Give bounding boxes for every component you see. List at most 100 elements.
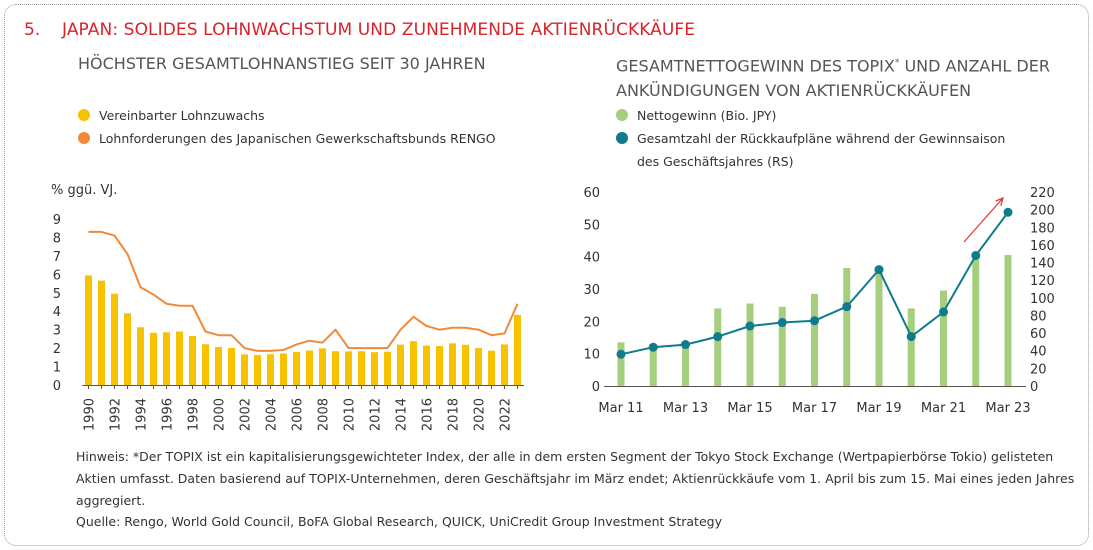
right-bar (682, 342, 689, 386)
right-bar (907, 308, 915, 386)
right-line-point (939, 307, 948, 317)
left-x-tick-label: 1990 (83, 398, 98, 431)
left-bar (215, 347, 222, 385)
figure-title: JAPAN: SOLIDES LOHNWACHSTUM UND ZUNEHMEN… (62, 20, 696, 40)
right-x-tick-label: Mar 23 (985, 401, 1030, 416)
left-y-tick-label: 2 (53, 342, 61, 357)
green-dot-icon (616, 109, 628, 121)
right-y-tick-label: 20 (583, 315, 600, 330)
left-bar (137, 327, 144, 385)
left-bar (280, 353, 287, 385)
left-bar (306, 350, 313, 385)
right-chart-title-part2: UND ANZAHL DER (899, 56, 1050, 76)
main-title: 5. JAPAN: SOLIDES LOHNWACHSTUM UND ZUNEHM… (24, 20, 695, 40)
right-line-point (971, 250, 981, 260)
left-x-tick-label: 2010 (343, 398, 358, 431)
legend-label-buybacks-line1: Gesamtzahl der Rückkaufpläne während der… (637, 131, 1006, 146)
right-line-point (874, 265, 884, 275)
right-y-tick-label: 60 (583, 186, 600, 201)
right-y2-tick-label: 160 (1030, 239, 1055, 254)
right-line-point (616, 349, 626, 359)
left-x-tick-label: 2014 (395, 398, 410, 431)
right-y2-tick-label: 180 (1030, 221, 1055, 236)
left-bar (332, 351, 339, 385)
right-y-tick-label: 10 (583, 348, 600, 363)
left-bar (293, 351, 300, 385)
left-bar (514, 314, 521, 385)
left-line-series (88, 230, 519, 352)
left-x-tick-label: 2020 (473, 398, 488, 431)
right-x-tick-label: Mar 13 (663, 401, 708, 416)
legend-label-net-profit: Nettogewinn (Bio. JPY) (637, 108, 777, 123)
left-bar (475, 348, 482, 385)
right-line-point (681, 340, 690, 350)
legend-label-rengo: Lohnforderungen des Japanischen Gewerksc… (99, 131, 496, 146)
left-bar (384, 351, 391, 385)
left-legend: Vereinbarter Lohnzuwachs Lohnforderungen… (78, 104, 496, 150)
left-x-tick-label: 1992 (109, 398, 124, 431)
orange-dot-icon (78, 132, 90, 144)
right-chart-title-part1: GESAMTNETTOGEWINN DES TOPIX (616, 56, 895, 76)
left-x-tick-label: 2012 (369, 398, 384, 431)
right-line-point (1003, 207, 1013, 217)
legend-item-net-profit: Nettogewinn (Bio. JPY) (616, 104, 1005, 127)
left-x-tick-label: 1998 (187, 398, 202, 431)
right-chart-title-line2: ANKÜNDIGUNGEN VON AKTIENRÜCKKÄUFEN (616, 81, 972, 101)
right-y-tick-label: 50 (583, 218, 600, 233)
left-x-tick-label: 2006 (291, 398, 306, 431)
left-bar (462, 344, 469, 385)
right-bar (746, 303, 754, 386)
right-chart-title: GESAMTNETTOGEWINN DES TOPIX* UND ANZAHL … (616, 51, 1050, 103)
left-y-tick-label: 1 (53, 361, 61, 376)
left-y-tick-label: 6 (53, 268, 61, 283)
right-line-point (777, 318, 787, 328)
right-line-point (648, 342, 658, 352)
left-bar (488, 350, 495, 385)
right-bar (649, 348, 657, 386)
right-bar (778, 306, 786, 386)
left-bar (124, 313, 131, 385)
legend-label-buybacks-line2: des Geschäftsjahres (RS) (637, 154, 794, 169)
right-bar (875, 271, 883, 386)
left-bar (319, 348, 326, 385)
left-bar (345, 351, 352, 385)
left-bar (436, 346, 443, 385)
source-line: Quelle: Rengo, World Gold Council, BoFA … (76, 514, 722, 529)
left-bar (501, 344, 508, 385)
legend-item-buybacks: Gesamtzahl der Rückkaufpläne während der… (616, 127, 1005, 173)
legend-label-buybacks: Gesamtzahl der Rückkaufpläne während der… (637, 127, 1005, 173)
right-y2-tick-label: 100 (1030, 292, 1055, 307)
left-bar (163, 332, 170, 385)
right-bar (843, 267, 851, 386)
right-bar (714, 308, 722, 386)
right-y2-tick-label: 120 (1030, 274, 1055, 289)
left-bar (150, 332, 157, 385)
trend-arrow-head-icon (995, 196, 1004, 206)
trend-arrow-icon (963, 197, 1004, 243)
right-y-tick-label: 0 (592, 380, 600, 395)
left-x-tick-label: 2000 (213, 398, 228, 431)
left-bar (111, 293, 118, 385)
right-bar (940, 290, 947, 386)
left-bar (358, 351, 365, 385)
left-bar (267, 354, 274, 385)
left-x-tick-label: 2002 (239, 398, 254, 431)
right-line-point (842, 302, 852, 312)
left-bar (423, 345, 430, 385)
left-y-tick-label: 3 (53, 324, 61, 339)
right-x-tick-label: Mar 19 (856, 401, 901, 416)
right-x-tick-label: Mar 17 (792, 401, 837, 416)
right-y2-tick-label: 40 (1030, 345, 1047, 360)
left-y-tick-label: 9 (53, 213, 61, 228)
panel-frame (4, 4, 1089, 546)
right-y-tick-label: 40 (583, 251, 600, 266)
right-y2-tick-label: 80 (1030, 309, 1047, 324)
left-bar (254, 354, 261, 385)
left-bar (202, 344, 209, 385)
left-bar (189, 335, 196, 385)
yellow-dot-icon (78, 109, 90, 121)
right-bar (1004, 255, 1012, 386)
teal-dot-icon (616, 132, 628, 144)
left-y-tick-label: 0 (53, 379, 61, 394)
